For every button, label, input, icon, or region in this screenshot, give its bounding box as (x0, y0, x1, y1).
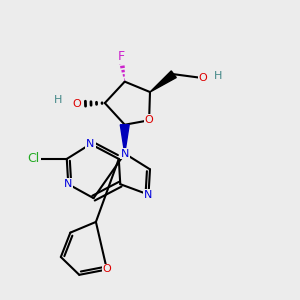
Text: N: N (144, 190, 153, 200)
Polygon shape (150, 71, 176, 92)
Text: O: O (199, 73, 207, 83)
Text: H: H (54, 95, 62, 105)
Text: H: H (214, 71, 223, 81)
Text: N: N (64, 179, 73, 189)
Text: O: O (103, 265, 111, 275)
Text: F: F (117, 50, 124, 63)
Text: N: N (121, 148, 129, 159)
Text: O: O (145, 115, 154, 125)
Polygon shape (120, 125, 129, 154)
Text: O: O (73, 99, 82, 109)
Text: Cl: Cl (27, 152, 40, 165)
Text: N: N (86, 139, 95, 149)
